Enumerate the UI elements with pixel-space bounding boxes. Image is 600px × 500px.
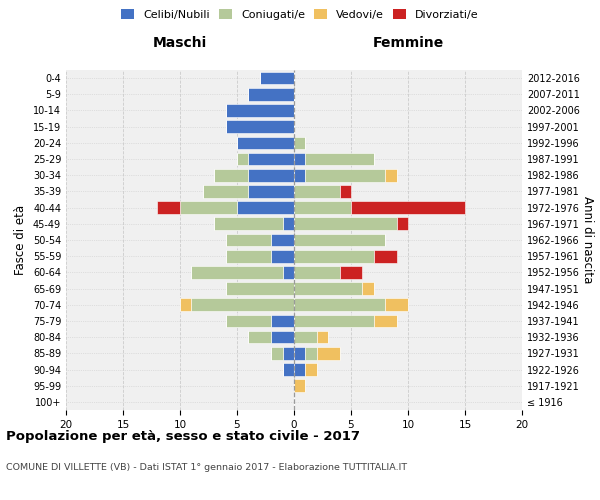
Bar [203, 185, 248, 198]
Bar [191, 298, 294, 311]
Bar [294, 169, 305, 181]
Bar [294, 282, 362, 295]
Bar [226, 120, 294, 133]
Bar [283, 363, 294, 376]
Bar [374, 314, 397, 328]
Bar [214, 169, 248, 181]
Bar [237, 136, 294, 149]
Bar [237, 152, 248, 166]
Bar [237, 202, 294, 214]
Bar [271, 234, 294, 246]
Bar [283, 218, 294, 230]
Bar [248, 88, 294, 101]
Text: Maschi: Maschi [153, 36, 207, 50]
Bar [248, 152, 294, 166]
Bar [157, 202, 180, 214]
Bar [191, 266, 283, 278]
Bar [226, 282, 294, 295]
Bar [180, 298, 191, 311]
Bar [283, 266, 294, 278]
Bar [294, 136, 305, 149]
Bar [226, 104, 294, 117]
Bar [294, 250, 374, 262]
Bar [305, 169, 385, 181]
Bar [294, 152, 305, 166]
Bar [214, 218, 283, 230]
Bar [226, 314, 271, 328]
Bar [180, 202, 237, 214]
Bar [271, 314, 294, 328]
Bar [294, 314, 374, 328]
Bar [374, 250, 397, 262]
Bar [226, 234, 271, 246]
Bar [271, 347, 283, 360]
Text: Femmine: Femmine [373, 36, 443, 50]
Bar [305, 347, 317, 360]
Bar [248, 331, 271, 344]
Bar [294, 185, 340, 198]
Bar [294, 218, 397, 230]
Bar [294, 380, 305, 392]
Bar [362, 282, 374, 295]
Bar [294, 347, 305, 360]
Text: Popolazione per età, sesso e stato civile - 2017: Popolazione per età, sesso e stato civil… [6, 430, 360, 443]
Bar [385, 169, 397, 181]
Bar [294, 266, 340, 278]
Bar [305, 363, 317, 376]
Bar [283, 347, 294, 360]
Legend: Celibi/Nubili, Coniugati/e, Vedovi/e, Divorziati/e: Celibi/Nubili, Coniugati/e, Vedovi/e, Di… [118, 6, 482, 23]
Bar [317, 347, 340, 360]
Bar [294, 298, 385, 311]
Bar [351, 202, 465, 214]
Bar [248, 169, 294, 181]
Bar [294, 202, 351, 214]
Bar [226, 250, 271, 262]
Bar [340, 185, 351, 198]
Y-axis label: Anni di nascita: Anni di nascita [581, 196, 593, 284]
Bar [248, 185, 294, 198]
Bar [317, 331, 328, 344]
Y-axis label: Fasce di età: Fasce di età [14, 205, 27, 275]
Bar [294, 331, 317, 344]
Bar [397, 218, 408, 230]
Bar [340, 266, 362, 278]
Bar [385, 298, 408, 311]
Bar [294, 234, 385, 246]
Bar [305, 152, 374, 166]
Text: COMUNE DI VILLETTE (VB) - Dati ISTAT 1° gennaio 2017 - Elaborazione TUTTITALIA.I: COMUNE DI VILLETTE (VB) - Dati ISTAT 1° … [6, 462, 407, 471]
Bar [294, 363, 305, 376]
Bar [260, 72, 294, 85]
Bar [271, 250, 294, 262]
Bar [271, 331, 294, 344]
